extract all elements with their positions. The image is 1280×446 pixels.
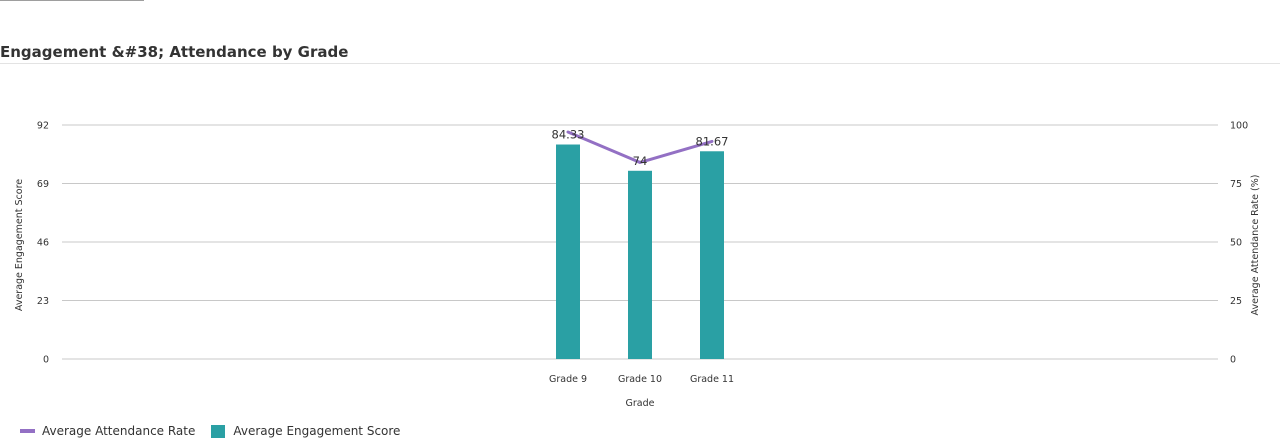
bar (556, 144, 580, 359)
data-label: 81.67 (696, 134, 729, 148)
y2-tick-label: 100 (1230, 121, 1248, 132)
data-label: 74 (633, 154, 648, 168)
legend-label-engagement: Average Engagement Score (233, 424, 401, 438)
legend: Average Attendance Rate Average Engageme… (20, 424, 416, 438)
bar (628, 170, 652, 359)
y-tick-label: 46 (37, 238, 49, 249)
legend-label-attendance: Average Attendance Rate (42, 424, 196, 438)
y2-tick-label: 75 (1230, 179, 1242, 190)
bar (700, 151, 724, 359)
title-divider (0, 63, 1280, 64)
legend-bar-swatch (211, 424, 226, 438)
chart-title: Engagement &#38; Attendance by Grade (0, 43, 349, 61)
y2-tick-label: 50 (1230, 238, 1242, 249)
y2-tick-label: 25 (1230, 296, 1242, 307)
y-axis-title: Average Engagement Score (14, 179, 25, 311)
x-tick-label: Grade 11 (690, 374, 734, 385)
combo-chart: 0 23 46 69 92 0 25 50 75 100 84.33 74 81.67 Grade 9 Gr… (14, 121, 1261, 410)
legend-item-engagement[interactable]: Average Engagement Score (211, 424, 400, 438)
x-tick-label: Grade 9 (549, 374, 587, 385)
y2-axis-title: Average Attendance Rate (%) (1250, 175, 1261, 316)
attendance-line (566, 130, 714, 164)
y-tick-label: 0 (43, 355, 49, 366)
y2-tick-label: 0 (1230, 355, 1236, 366)
y-tick-label: 69 (37, 179, 49, 190)
top-rule (0, 0, 144, 1)
legend-line-swatch (20, 429, 35, 433)
y-tick-label: 92 (37, 121, 49, 132)
y-tick-label: 23 (37, 296, 49, 307)
x-tick-label: Grade 10 (618, 374, 662, 385)
legend-item-attendance[interactable]: Average Attendance Rate (20, 424, 195, 438)
x-axis-title: Grade (626, 398, 655, 409)
data-label: 84.33 (552, 128, 585, 142)
